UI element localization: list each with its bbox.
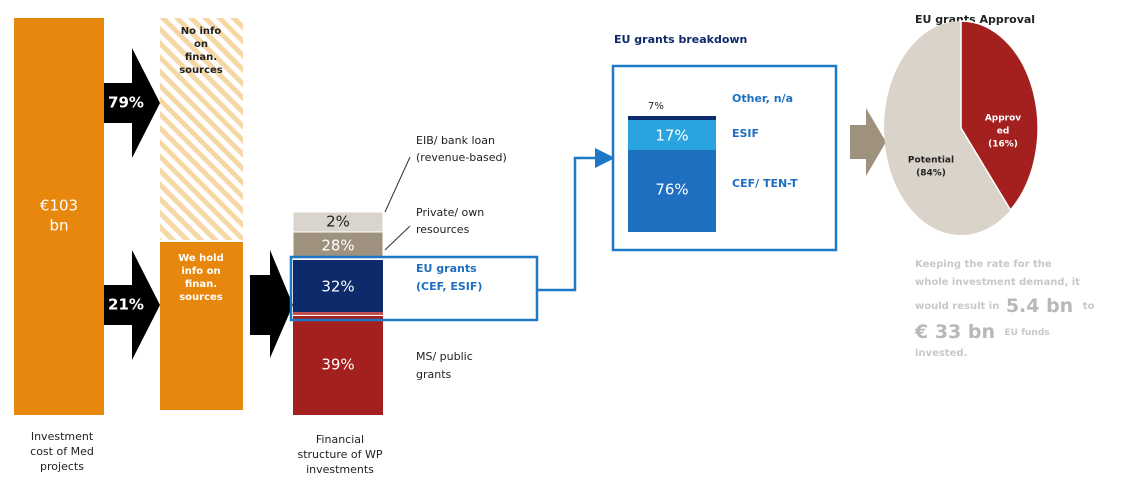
block-label: on: [194, 39, 208, 50]
note-text: to: [1083, 301, 1095, 312]
segment-label: (revenue-based): [416, 151, 507, 164]
block-label: finan.: [185, 52, 217, 63]
segment-label: ESIF: [732, 127, 759, 140]
segment-share: 39%: [321, 356, 354, 374]
segment-label: Other, n/a: [732, 92, 793, 105]
pie-label: ed: [997, 127, 1010, 137]
segment-label: CEF/ TEN-T: [732, 177, 798, 190]
approval-title: EU grants Approval: [915, 13, 1035, 26]
note: invested.: [915, 348, 967, 359]
segment-label: MS/ public: [416, 350, 473, 363]
segment: [628, 150, 716, 232]
block-label: No info: [181, 26, 222, 37]
segment: [628, 120, 716, 150]
segment-share: 28%: [321, 237, 354, 255]
note-figure: 5.4 bn: [1006, 295, 1073, 317]
investment-bar: [14, 18, 104, 415]
segment: [293, 316, 383, 415]
connector: [537, 148, 615, 292]
block-label: We hold: [178, 253, 224, 264]
segment-label: resources: [416, 223, 470, 236]
segment: [293, 312, 383, 315]
arrow: [250, 250, 293, 358]
arrow: [850, 108, 886, 176]
block-label: sources: [179, 292, 223, 303]
pie-label: Approv: [985, 114, 1021, 124]
investment-amount: bn: [49, 217, 68, 235]
leader-line: [384, 225, 411, 251]
highlight-box: [289, 255, 539, 322]
note: € 33 bn EU funds: [914, 321, 1050, 343]
segment-share: 17%: [655, 127, 688, 145]
note-figure: € 33 bn: [914, 321, 995, 343]
caption: projects: [40, 460, 84, 473]
pie-approved: [960, 20, 1039, 212]
segment-share: 7%: [648, 101, 664, 112]
block-label: sources: [179, 65, 223, 76]
segment-label: EIB/ bank loan: [416, 134, 495, 147]
caption: Investment: [31, 430, 94, 443]
segment: [293, 260, 383, 312]
segment-share: 2%: [326, 213, 350, 231]
note-text: EU funds: [1005, 328, 1050, 338]
share-label: 21%: [108, 296, 144, 314]
pie-label: (84%): [916, 169, 946, 179]
caption: investments: [306, 463, 374, 476]
caption: structure of WP: [297, 448, 382, 461]
note-text: would result in: [915, 301, 999, 312]
arrow: [104, 250, 160, 360]
block-label: info on: [181, 266, 220, 277]
segment-label: (CEF, ESIF): [416, 280, 482, 293]
caption: cost of Med: [30, 445, 94, 458]
note: would result in 5.4 bn to: [915, 295, 1094, 317]
segment-label: Private/ own: [416, 206, 484, 219]
note: whole investment demand, it: [915, 277, 1080, 288]
info-block: [160, 242, 243, 410]
pie-label: Potential: [908, 156, 954, 166]
block-label: finan.: [185, 279, 217, 290]
caption: Financial: [316, 433, 364, 446]
investment-amount: €103: [40, 197, 78, 215]
note: Keeping the rate for the: [915, 259, 1052, 270]
pie-label: (16%): [988, 140, 1018, 150]
segment-share: 32%: [321, 278, 354, 296]
segment: [628, 116, 716, 120]
share-label: 79%: [108, 94, 144, 112]
segment-share: 76%: [655, 181, 688, 199]
breakdown-title: EU grants breakdown: [614, 33, 747, 46]
arrow: [104, 48, 160, 158]
segment-label: grants: [416, 368, 452, 381]
no-info-block: [160, 18, 243, 240]
segment-label: EU grants: [416, 262, 477, 275]
leader-line: [384, 156, 411, 213]
